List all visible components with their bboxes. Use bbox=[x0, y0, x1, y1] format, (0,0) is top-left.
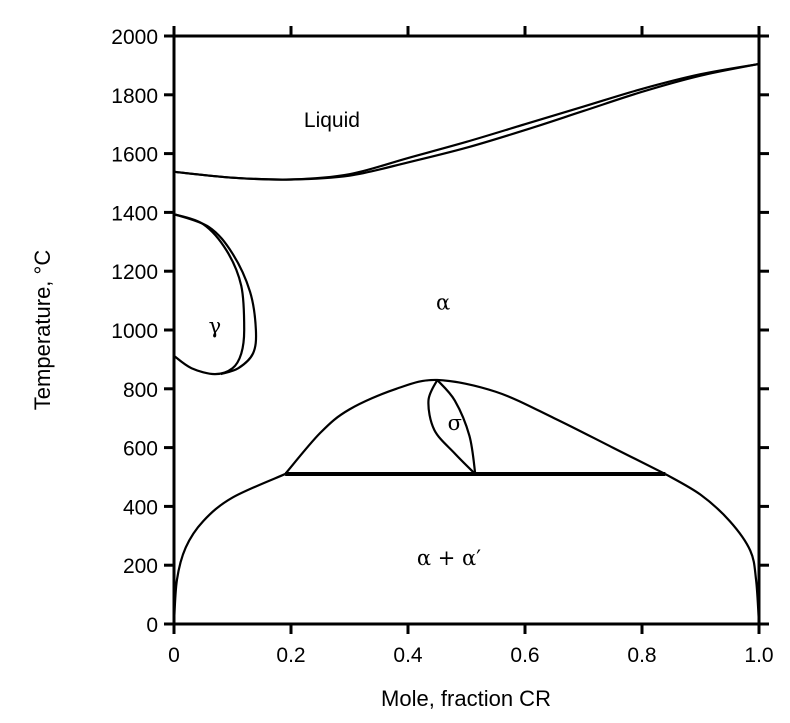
y-tick-label: 200 bbox=[123, 555, 158, 578]
y-tick-label: 0 bbox=[146, 614, 158, 637]
region-label: α bbox=[436, 290, 450, 314]
plot-frame bbox=[172, 34, 761, 626]
region-label: σ bbox=[448, 411, 462, 435]
y-tick-label: 1000 bbox=[111, 320, 158, 343]
y-tick-label: 800 bbox=[123, 379, 158, 402]
miscibility-left-curve bbox=[172, 473, 286, 625]
y-tick-label: 1600 bbox=[111, 144, 158, 167]
x-axis-label: Mole, fraction CR bbox=[381, 686, 551, 711]
y-tick-label: 600 bbox=[123, 438, 158, 461]
x-tick-label: 0 bbox=[168, 644, 180, 667]
liquidus-curve bbox=[173, 62, 760, 181]
sigma-right-curve bbox=[436, 379, 477, 475]
x-tick-label: 0.8 bbox=[627, 644, 656, 667]
sigma-left-curve bbox=[427, 379, 477, 475]
miscibility-right-curve bbox=[664, 473, 761, 625]
phase-boundaries bbox=[172, 62, 761, 625]
solidus-curve bbox=[173, 62, 760, 181]
y-tick-label: 400 bbox=[123, 496, 158, 519]
region-label: γ bbox=[209, 314, 222, 338]
y-axis-label: Temperature, °C bbox=[30, 250, 55, 411]
x-tick-label: 0.6 bbox=[510, 644, 539, 667]
region-label: Liquid bbox=[304, 109, 360, 132]
x-tick-label: 1.0 bbox=[744, 644, 773, 667]
y-tick-label: 1400 bbox=[111, 202, 158, 225]
x-axis-ticks: 0 0.2 0.4 0.6 0.8 1.0 bbox=[168, 26, 774, 667]
region-label: α + α′ bbox=[417, 546, 481, 570]
x-tick-label: 0.4 bbox=[393, 644, 423, 667]
x-tick-label: 0.2 bbox=[276, 644, 305, 667]
gamma-loop-inner-curve bbox=[173, 213, 246, 376]
gamma-loop-outer-curve bbox=[173, 213, 258, 376]
y-tick-label: 2000 bbox=[111, 26, 158, 49]
y-tick-label: 1800 bbox=[111, 85, 158, 108]
sigma-dome-curve bbox=[284, 378, 666, 476]
plot-border bbox=[172, 34, 761, 626]
y-tick-label: 1200 bbox=[111, 261, 158, 284]
y-axis-ticks: 0 200 400 600 800 1000 1200 1400 1600 1800 2000 bbox=[111, 26, 769, 637]
region-labels: Liquid α γ σ α + α′ bbox=[209, 109, 482, 570]
